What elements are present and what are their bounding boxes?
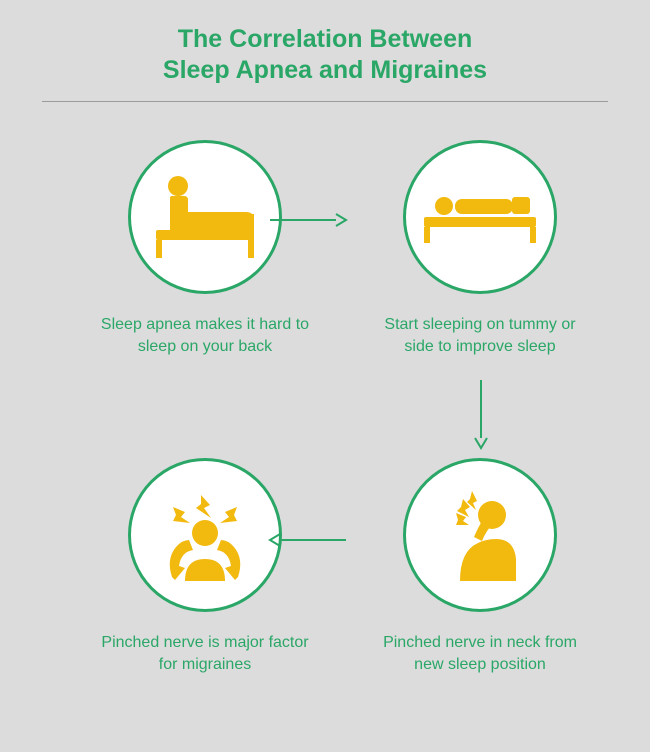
node-sleep-apnea-back: Sleep apnea makes it hard to sleep on yo…	[85, 140, 325, 357]
title-line-1: The Correlation Between	[178, 25, 473, 53]
neck-pain-icon	[430, 485, 530, 585]
caption-4: Pinched nerve is major factor for migrai…	[85, 632, 325, 675]
title-divider	[42, 101, 608, 102]
node-pinched-nerve: Pinched nerve in neck from new sleep pos…	[360, 458, 600, 675]
node-sleep-side: Start sleeping on tummy or side to impro…	[360, 140, 600, 357]
lying-bed-icon	[420, 177, 540, 257]
page-title: The Correlation Between Sleep Apnea and …	[0, 0, 650, 87]
circle-1	[128, 140, 282, 294]
circle-2	[403, 140, 557, 294]
title-line-2: Sleep Apnea and Migraines	[163, 56, 487, 84]
arrow-down	[471, 378, 491, 450]
headache-icon	[150, 485, 260, 585]
infographic-container: The Correlation Between Sleep Apnea and …	[0, 0, 650, 752]
caption-2: Start sleeping on tummy or side to impro…	[360, 314, 600, 357]
sit-bed-icon	[150, 172, 260, 262]
circle-4	[128, 458, 282, 612]
caption-3: Pinched nerve in neck from new sleep pos…	[360, 632, 600, 675]
caption-1: Sleep apnea makes it hard to sleep on yo…	[85, 314, 325, 357]
node-migraine: Pinched nerve is major factor for migrai…	[85, 458, 325, 675]
circle-3	[403, 458, 557, 612]
